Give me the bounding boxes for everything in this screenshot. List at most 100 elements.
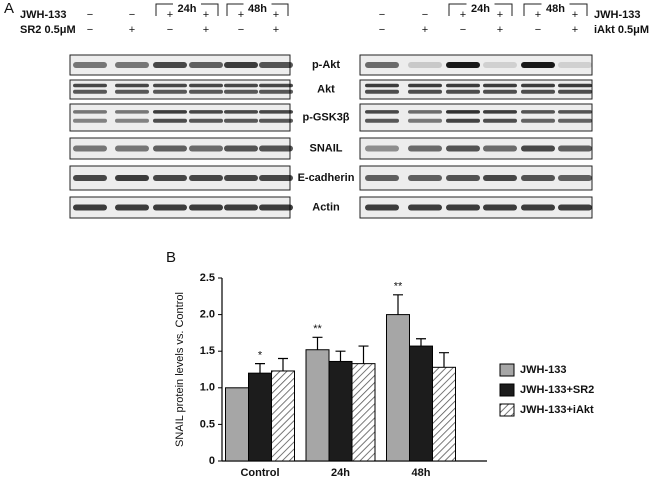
treatment-mark: + <box>273 24 279 36</box>
blot-band <box>73 110 107 114</box>
treatment-label: JWH-133 <box>20 9 66 21</box>
blot-band <box>259 145 293 152</box>
blot-band <box>153 118 187 123</box>
treatment-mark: + <box>238 9 244 21</box>
blot-band <box>73 62 107 68</box>
significance: * <box>258 350 263 362</box>
blot-band <box>189 110 223 114</box>
blot-band <box>224 175 258 181</box>
blot-band <box>408 83 442 88</box>
protein-label: Akt <box>317 83 335 95</box>
treatment-label: iAkt 0.5μM <box>594 24 649 36</box>
bar <box>271 370 295 462</box>
blot-band <box>73 83 107 88</box>
treatment-mark: + <box>422 24 428 36</box>
blot-band <box>73 89 107 94</box>
treatment-mark: + <box>129 24 135 36</box>
blot-band <box>153 204 187 211</box>
blot-band <box>153 110 187 114</box>
blot-band <box>558 83 592 88</box>
treatment-mark: − <box>87 9 93 21</box>
treatment-mark: + <box>203 9 209 21</box>
blot-band <box>115 118 149 123</box>
treatment-mark: + <box>167 9 173 21</box>
blot-band <box>115 89 149 94</box>
treatment-mark: + <box>203 24 209 36</box>
time-label: 24h <box>178 3 197 15</box>
legend-label: JWH-133 <box>520 364 566 376</box>
y-tick-label: 0 <box>209 455 215 467</box>
blot-band <box>558 89 592 94</box>
blot-band <box>365 89 399 94</box>
protein-label: SNAIL <box>310 142 343 154</box>
blot-band <box>153 62 187 68</box>
blot-band <box>446 118 480 123</box>
blot-band <box>189 175 223 181</box>
blot-band <box>115 145 149 152</box>
blot-band <box>73 204 107 211</box>
blot-band <box>189 83 223 88</box>
panel-label: A <box>4 0 14 17</box>
blot-band <box>115 62 149 68</box>
y-tick-label: 0.5 <box>200 418 215 430</box>
blot-band <box>73 175 107 181</box>
protein-label: Actin <box>312 201 340 213</box>
blot-band <box>153 89 187 94</box>
blot-band <box>521 204 555 211</box>
blot-band <box>259 175 293 181</box>
treatment-mark: + <box>535 9 541 21</box>
blot-band <box>521 89 555 94</box>
treatment-mark: − <box>238 24 244 36</box>
x-tick-label: 48h <box>412 467 431 479</box>
x-tick-label: Control <box>240 467 279 479</box>
blot-band <box>446 145 480 152</box>
blot-band <box>558 118 592 123</box>
blot-band <box>408 204 442 211</box>
y-tick-label: 2.0 <box>200 309 215 321</box>
blot-band <box>408 110 442 114</box>
bracket <box>523 3 588 16</box>
blot-band <box>365 145 399 152</box>
protein-label: E-cadherin <box>298 172 355 184</box>
blot-band <box>365 204 399 211</box>
legend-swatch <box>499 363 515 377</box>
blot-band <box>365 110 399 114</box>
blot-band <box>224 83 258 88</box>
y-tick-label: 2.5 <box>200 272 215 284</box>
blot-band <box>521 110 555 114</box>
blot-band <box>408 62 442 68</box>
bar <box>432 366 456 462</box>
treatment-mark: − <box>167 24 173 36</box>
bracket <box>155 3 219 16</box>
blot-band <box>558 62 592 68</box>
blot-band <box>483 110 517 114</box>
significance: ** <box>394 281 403 293</box>
blot-band <box>446 83 480 88</box>
blot-band <box>189 118 223 123</box>
blot-band <box>446 62 480 68</box>
treatment-mark: − <box>379 24 385 36</box>
blot-band <box>446 204 480 211</box>
legend-swatch <box>499 383 515 397</box>
bracket <box>448 3 513 16</box>
bar <box>225 387 249 462</box>
blot-band <box>483 89 517 94</box>
treatment-mark: − <box>129 9 135 21</box>
blot-band <box>259 89 293 94</box>
bar <box>248 372 272 462</box>
blot-band <box>483 118 517 123</box>
treatment-mark: + <box>497 9 503 21</box>
blot-band <box>115 110 149 114</box>
blot-band <box>224 62 258 68</box>
treatment-mark: − <box>535 24 541 36</box>
blot-band <box>483 62 517 68</box>
treatment-mark: + <box>273 9 279 21</box>
treatment-mark: + <box>572 24 578 36</box>
blot-band <box>521 145 555 152</box>
blot-band <box>408 118 442 123</box>
blot-band <box>483 83 517 88</box>
error-bar <box>416 338 426 347</box>
blot-band <box>259 118 293 123</box>
error-bar <box>312 336 323 350</box>
blot-band <box>365 118 399 123</box>
